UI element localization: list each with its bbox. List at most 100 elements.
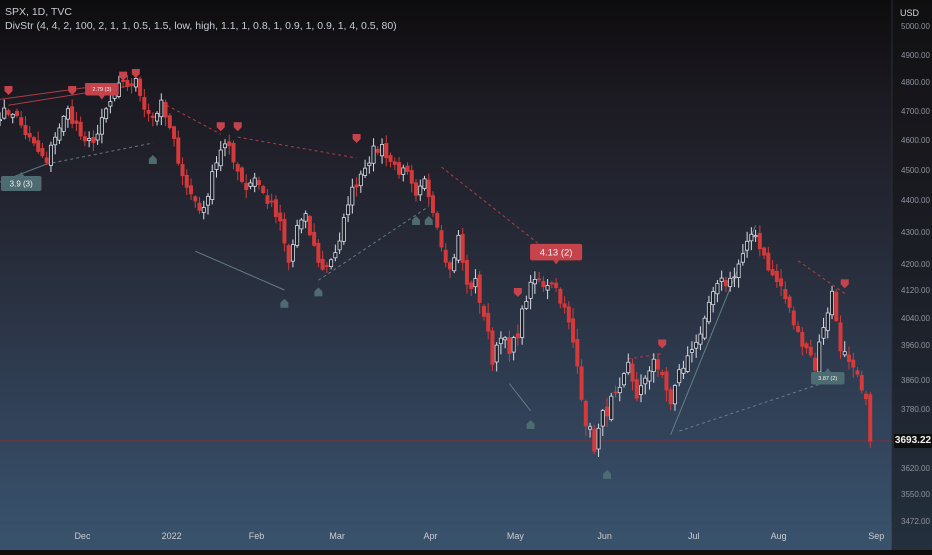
candle[interactable] (626, 353, 631, 375)
candle[interactable] (104, 107, 109, 123)
candle[interactable] (804, 341, 809, 354)
bullish-divergence-marker[interactable] (314, 287, 323, 297)
candle[interactable] (702, 315, 707, 341)
candle[interactable] (214, 156, 219, 178)
candle[interactable] (524, 295, 529, 310)
candle[interactable] (630, 358, 635, 391)
candle[interactable] (57, 123, 62, 144)
candle[interactable] (422, 175, 427, 191)
candle[interactable] (180, 157, 185, 185)
candle[interactable] (745, 231, 750, 258)
candle[interactable] (142, 88, 147, 118)
candle[interactable] (460, 228, 465, 271)
candle[interactable] (307, 214, 312, 237)
candle[interactable] (668, 386, 673, 411)
candle[interactable] (282, 212, 287, 252)
candle[interactable] (813, 352, 818, 373)
candle[interactable] (541, 276, 546, 292)
candle[interactable] (40, 142, 45, 159)
candle[interactable] (634, 372, 639, 402)
candle[interactable] (753, 229, 758, 242)
bullish-divergence-marker[interactable] (280, 298, 289, 308)
candle[interactable] (770, 259, 775, 277)
candle[interactable] (14, 108, 19, 118)
candle[interactable] (651, 353, 656, 383)
candle[interactable] (193, 195, 198, 208)
candle[interactable] (762, 246, 767, 260)
candle[interactable] (138, 76, 143, 102)
candle[interactable] (558, 287, 563, 309)
candle[interactable] (660, 369, 665, 378)
candle[interactable] (774, 263, 779, 288)
candle[interactable] (851, 352, 856, 378)
candle[interactable] (622, 372, 627, 388)
candle[interactable] (490, 327, 495, 371)
candle[interactable] (401, 164, 406, 182)
candle[interactable] (723, 276, 728, 293)
candle[interactable] (800, 327, 805, 356)
candle[interactable] (333, 244, 338, 262)
candle[interactable] (732, 267, 737, 288)
candle[interactable] (430, 191, 435, 218)
candle[interactable] (783, 281, 788, 304)
candle[interactable] (405, 162, 410, 175)
candle[interactable] (443, 243, 448, 268)
bearish-divergence-marker[interactable] (840, 279, 849, 289)
candle[interactable] (324, 262, 329, 274)
candle[interactable] (409, 164, 414, 193)
candle[interactable] (36, 131, 41, 154)
candle[interactable] (82, 131, 87, 147)
candle[interactable] (600, 408, 605, 437)
candle[interactable] (350, 178, 355, 214)
candle[interactable] (821, 317, 826, 345)
candle[interactable] (235, 162, 240, 181)
candle[interactable] (655, 352, 660, 377)
candle[interactable] (176, 130, 181, 166)
candle[interactable] (859, 370, 864, 394)
candle[interactable] (562, 296, 567, 314)
candle[interactable] (278, 204, 283, 231)
candle[interactable] (728, 271, 733, 292)
candle[interactable] (469, 280, 474, 296)
candle[interactable] (91, 130, 96, 152)
candle[interactable] (736, 259, 741, 288)
candle[interactable] (791, 306, 796, 330)
candle[interactable] (545, 279, 550, 300)
candle[interactable] (295, 219, 300, 248)
candle[interactable] (749, 227, 754, 251)
bull-divergence-label[interactable]: 3.9 (3) (0, 172, 42, 191)
candle[interactable] (363, 159, 368, 178)
candle[interactable] (481, 303, 486, 321)
candle[interactable] (664, 367, 669, 402)
candle[interactable] (486, 303, 491, 340)
candle[interactable] (239, 166, 244, 184)
candle[interactable] (222, 139, 227, 157)
candle[interactable] (779, 269, 784, 297)
candle[interactable] (418, 179, 423, 201)
candle[interactable] (286, 243, 291, 271)
candle[interactable] (23, 116, 28, 140)
candle[interactable] (252, 172, 257, 193)
candle[interactable] (189, 178, 194, 201)
candle[interactable] (507, 330, 512, 362)
candle[interactable] (473, 269, 478, 294)
candle[interactable] (27, 126, 32, 142)
candle[interactable] (609, 392, 614, 422)
candle[interactable] (346, 196, 351, 222)
candle[interactable] (341, 213, 346, 245)
symbol-info[interactable]: SPX, 1D, TVC (5, 6, 72, 18)
bearish-divergence-marker[interactable] (119, 71, 128, 81)
candle[interactable] (706, 295, 711, 325)
candle[interactable] (719, 270, 724, 291)
candle[interactable] (329, 258, 334, 270)
candle[interactable] (201, 200, 206, 220)
candle[interactable] (99, 108, 104, 144)
candle[interactable] (316, 239, 321, 268)
candle[interactable] (566, 301, 571, 330)
candle[interactable] (6, 108, 11, 117)
candle[interactable] (847, 346, 852, 370)
candle[interactable] (855, 367, 860, 378)
candle[interactable] (0, 112, 3, 127)
